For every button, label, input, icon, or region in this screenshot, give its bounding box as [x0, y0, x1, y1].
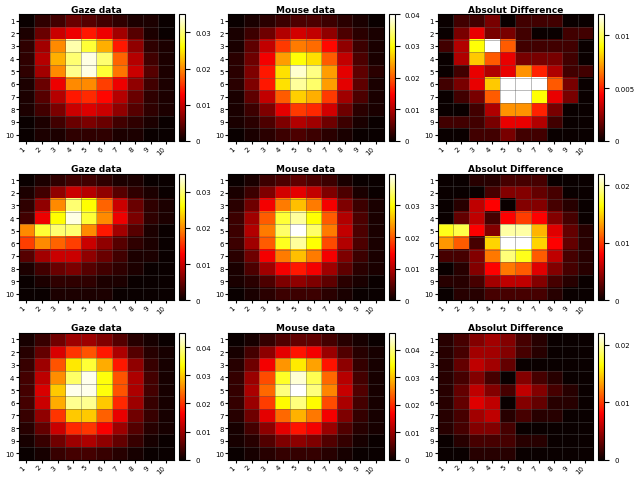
- Title: Mouse data: Mouse data: [276, 324, 335, 333]
- Title: Gaze data: Gaze data: [71, 324, 122, 333]
- Title: Mouse data: Mouse data: [276, 6, 335, 14]
- Title: Gaze data: Gaze data: [71, 6, 122, 14]
- Title: Absolut Difference: Absolut Difference: [468, 324, 563, 333]
- Title: Mouse data: Mouse data: [276, 165, 335, 174]
- Title: Gaze data: Gaze data: [71, 165, 122, 174]
- Title: Absolut Difference: Absolut Difference: [468, 165, 563, 174]
- Title: Absolut Difference: Absolut Difference: [468, 6, 563, 14]
